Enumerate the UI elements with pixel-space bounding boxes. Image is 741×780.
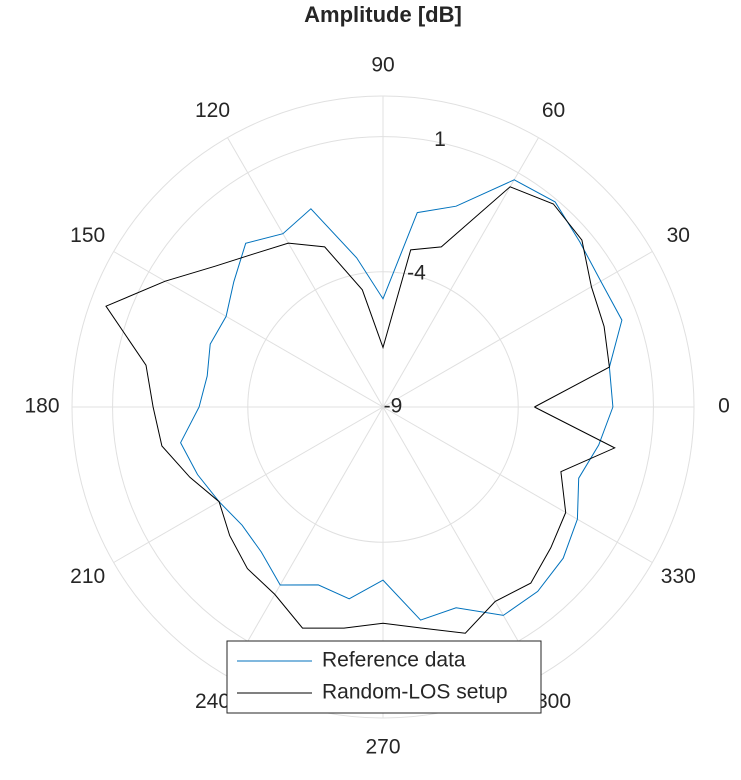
r-tick-label: -4 [407, 261, 426, 284]
grid-spoke [227, 406, 384, 677]
grid-spoke [382, 406, 653, 563]
theta-tick-label: 270 [365, 736, 400, 759]
series-line [105, 186, 616, 634]
theta-tick-label: 150 [70, 224, 105, 247]
theta-tick-label: 90 [371, 54, 394, 77]
grid-spoke [382, 251, 653, 408]
grid-spoke [113, 251, 384, 408]
theta-tick-label: 210 [70, 565, 105, 588]
r-tick-label: -9 [384, 395, 403, 418]
legend-label: Random-LOS setup [322, 681, 508, 704]
theta-tick-label: 300 [536, 690, 571, 713]
legend-box [226, 640, 542, 714]
r-tick-label: 1 [434, 128, 446, 151]
chart-title: Amplitude [dB] [304, 2, 462, 27]
theta-tick-label: 330 [661, 565, 696, 588]
grid-spoke [113, 406, 384, 563]
theta-tick-label: 0 [718, 395, 730, 418]
legend-label: Reference data [322, 649, 466, 672]
series-line [180, 179, 623, 621]
grid-spoke [382, 137, 539, 408]
theta-tick-label: 240 [195, 690, 230, 713]
grid-spoke [227, 137, 384, 408]
theta-tick-label: 120 [195, 99, 230, 122]
grid-spoke [382, 406, 539, 677]
theta-tick-label: 180 [24, 395, 59, 418]
theta-tick-label: 60 [542, 99, 565, 122]
theta-tick-label: 30 [667, 224, 690, 247]
